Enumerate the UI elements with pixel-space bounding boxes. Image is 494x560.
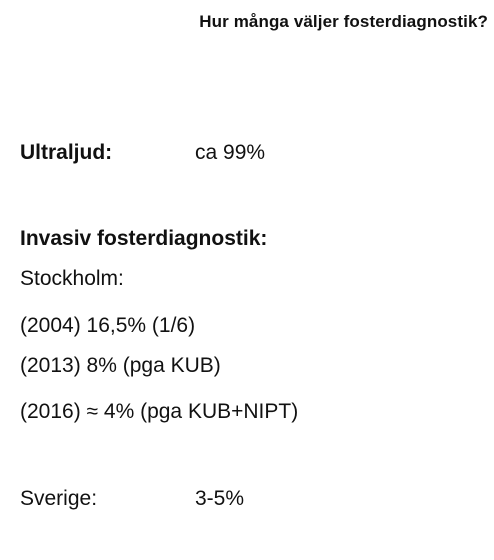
region-label: Stockholm: xyxy=(20,267,124,290)
ultraljud-value: ca 99% xyxy=(195,141,266,164)
sverige-value: 3-5% xyxy=(195,487,245,510)
stat-row-2013: (2013) 8% (pga KUB) xyxy=(20,354,221,377)
stat-row-2016: (2016) ≈ 4% (pga KUB+NIPT) xyxy=(20,400,299,423)
sverige-label: Sverige: xyxy=(20,487,98,510)
slide-title: Hur många väljer fosterdiagnostik? xyxy=(199,12,488,31)
ultraljud-label: Ultraljud: xyxy=(20,141,113,164)
stat-row-2004: (2004) 16,5% (1/6) xyxy=(20,314,196,337)
invasiv-heading: Invasiv fosterdiagnostik: xyxy=(20,227,268,250)
